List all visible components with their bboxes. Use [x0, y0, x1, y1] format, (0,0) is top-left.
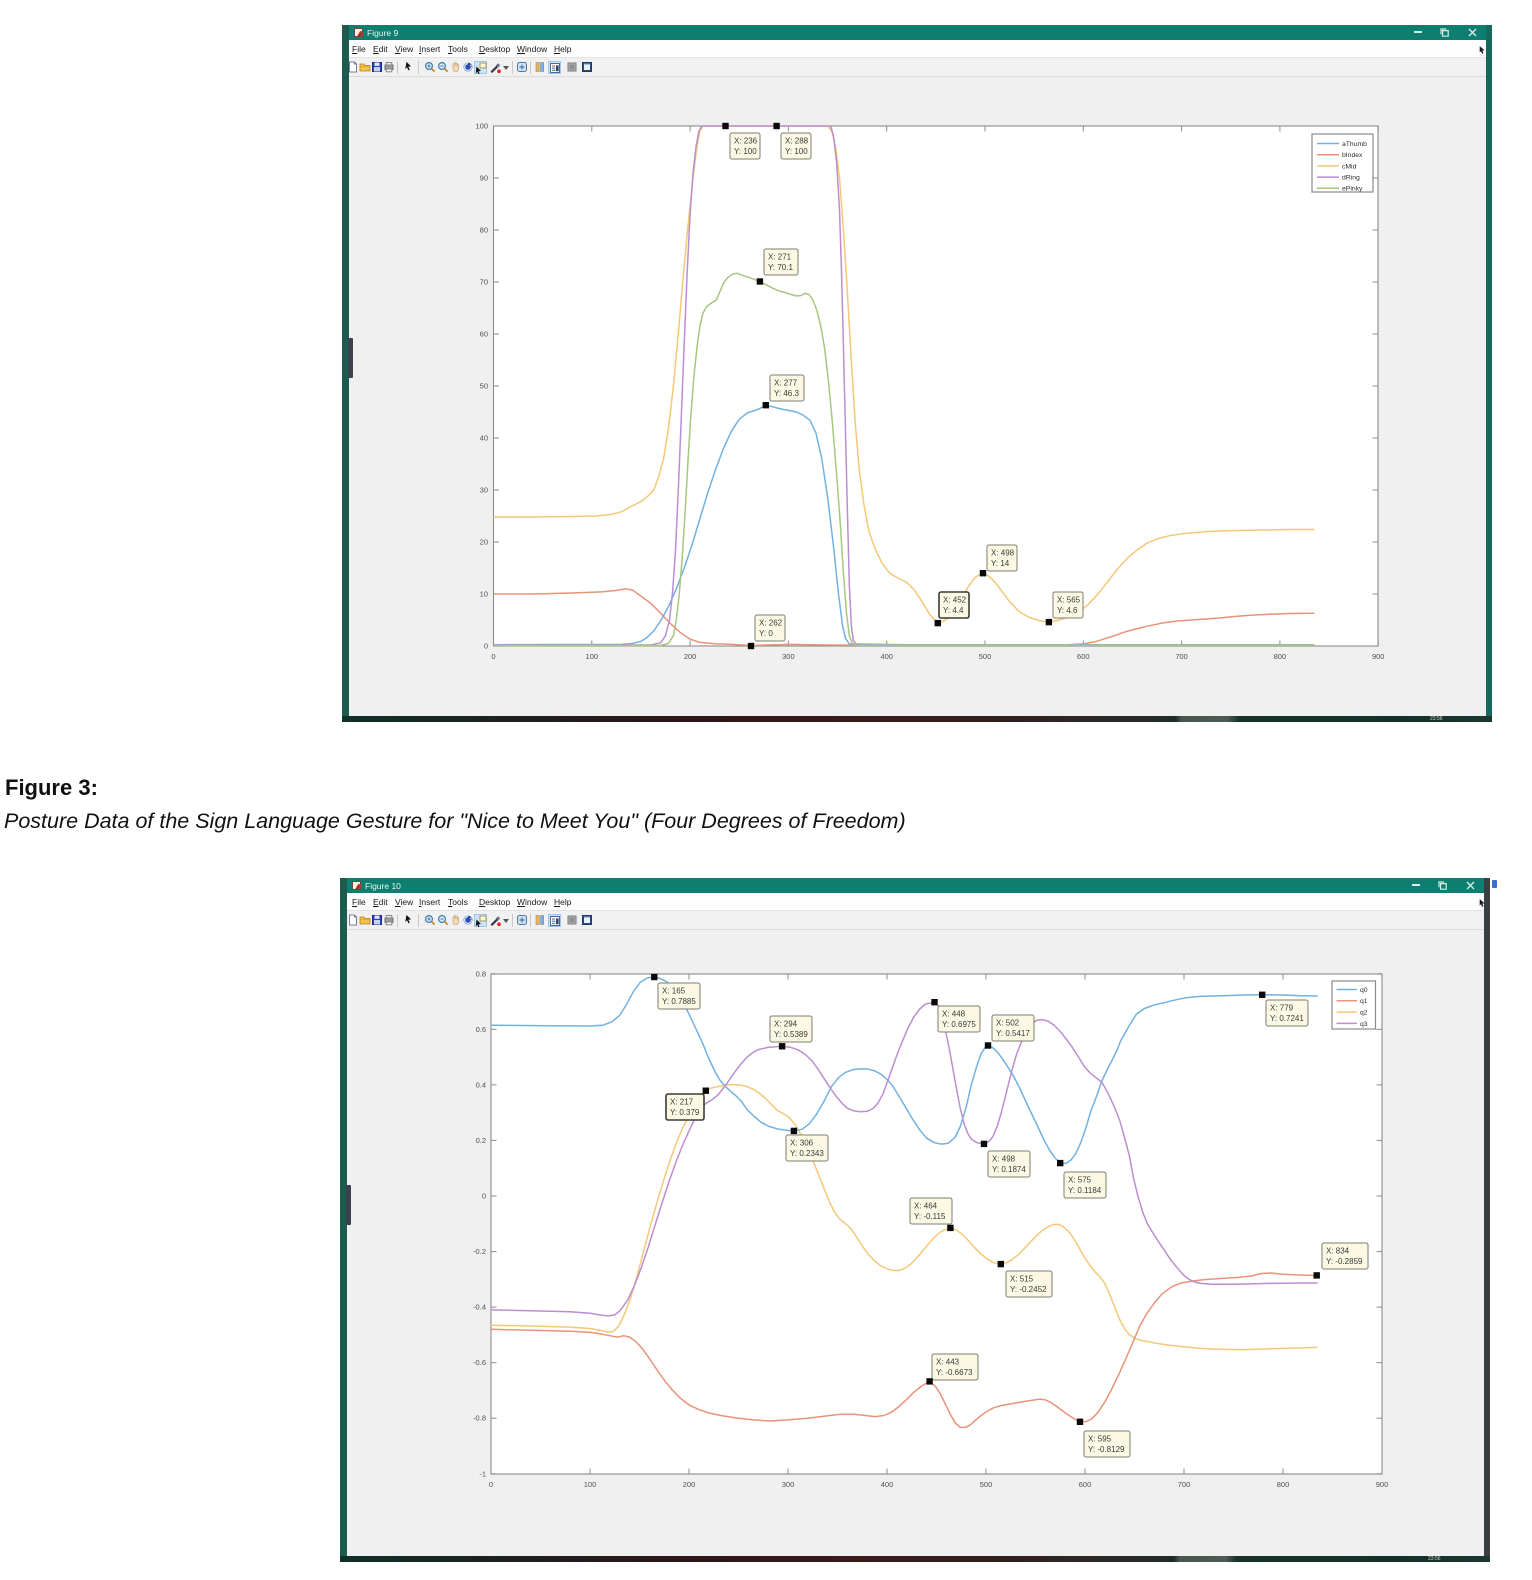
- svg-text:q1: q1: [1360, 998, 1368, 1005]
- svg-text:Y: 0: Y: 0: [759, 629, 773, 638]
- svg-text:Y: 0.5417: Y: 0.5417: [996, 1029, 1030, 1038]
- svg-text:800: 800: [1274, 652, 1287, 661]
- svg-text:0.4: 0.4: [476, 1080, 486, 1089]
- svg-text:900: 900: [1372, 652, 1385, 661]
- svg-text:Y: 46.3: Y: 46.3: [774, 389, 799, 398]
- svg-text:Y: 0.6975: Y: 0.6975: [942, 1020, 976, 1029]
- svg-text:X: 448: X: 448: [942, 1010, 966, 1019]
- svg-text:Y: -0.2452: Y: -0.2452: [1010, 1285, 1047, 1294]
- svg-text:X: 236: X: 236: [734, 137, 758, 146]
- svg-text:X: 294: X: 294: [774, 1020, 798, 1029]
- svg-text:Y: 0.7885: Y: 0.7885: [662, 997, 696, 1006]
- svg-text:Y: 100: Y: 100: [734, 147, 757, 156]
- svg-text:-0.8: -0.8: [473, 1414, 486, 1423]
- svg-text:X: 565: X: 565: [1057, 596, 1081, 605]
- svg-text:-1: -1: [479, 1469, 486, 1478]
- svg-text:ePinky: ePinky: [1342, 186, 1363, 193]
- svg-text:300: 300: [782, 1480, 795, 1489]
- svg-text:aThumb: aThumb: [1342, 141, 1367, 148]
- svg-text:Y: 4.6: Y: 4.6: [1057, 606, 1078, 615]
- svg-text:X: 834: X: 834: [1326, 1247, 1350, 1256]
- svg-text:q0: q0: [1360, 987, 1368, 994]
- svg-text:X: 271: X: 271: [768, 253, 792, 262]
- svg-text:800: 800: [1277, 1480, 1290, 1489]
- svg-text:Y: 100: Y: 100: [785, 147, 808, 156]
- svg-text:0: 0: [491, 652, 495, 661]
- svg-text:q3: q3: [1360, 1021, 1368, 1028]
- svg-text:0.6: 0.6: [476, 1025, 486, 1034]
- svg-text:dRing: dRing: [1342, 175, 1360, 182]
- svg-text:0: 0: [482, 1192, 486, 1201]
- svg-text:300: 300: [782, 652, 795, 661]
- svg-text:400: 400: [881, 1480, 894, 1489]
- svg-text:X: 779: X: 779: [1270, 1004, 1294, 1013]
- svg-text:Y: -0.115: Y: -0.115: [914, 1212, 946, 1221]
- svg-text:X: 498: X: 498: [992, 1155, 1016, 1164]
- svg-text:X: 443: X: 443: [936, 1358, 960, 1367]
- svg-text:40: 40: [480, 434, 488, 443]
- svg-text:X: 498: X: 498: [991, 549, 1015, 558]
- svg-text:-0.4: -0.4: [473, 1303, 486, 1312]
- svg-text:Y: 0.379: Y: 0.379: [670, 1108, 700, 1117]
- svg-text:bIndex: bIndex: [1342, 152, 1363, 159]
- svg-text:100: 100: [475, 122, 488, 131]
- svg-text:X: 262: X: 262: [759, 619, 783, 628]
- svg-text:X: 452: X: 452: [943, 596, 967, 605]
- svg-text:600: 600: [1079, 1480, 1092, 1489]
- svg-text:10: 10: [480, 590, 488, 599]
- svg-text:200: 200: [683, 1480, 696, 1489]
- svg-text:Y: 70.1: Y: 70.1: [768, 263, 793, 272]
- svg-text:Y: 0.1184: Y: 0.1184: [1068, 1186, 1102, 1195]
- svg-text:Y: 0.7241: Y: 0.7241: [1270, 1014, 1304, 1023]
- svg-text:Y: 4.4: Y: 4.4: [943, 606, 964, 615]
- svg-text:X: 277: X: 277: [774, 379, 798, 388]
- svg-text:Y: -0.6673: Y: -0.6673: [936, 1368, 973, 1377]
- svg-text:500: 500: [980, 1480, 993, 1489]
- svg-text:Y: 14: Y: 14: [991, 559, 1010, 568]
- svg-text:0.8: 0.8: [476, 969, 486, 978]
- svg-text:30: 30: [480, 486, 488, 495]
- svg-text:-0.2: -0.2: [473, 1247, 486, 1256]
- svg-text:q2: q2: [1360, 1010, 1368, 1017]
- svg-text:-0.6: -0.6: [473, 1358, 486, 1367]
- svg-text:X: 217: X: 217: [670, 1098, 694, 1107]
- svg-text:X: 515: X: 515: [1010, 1275, 1034, 1284]
- svg-text:20: 20: [480, 538, 488, 547]
- svg-text:Y: 0.2343: Y: 0.2343: [790, 1149, 824, 1158]
- svg-text:0.2: 0.2: [476, 1136, 486, 1145]
- svg-text:Y: -0.8129: Y: -0.8129: [1088, 1445, 1125, 1454]
- svg-text:X: 306: X: 306: [790, 1139, 814, 1148]
- svg-text:600: 600: [1077, 652, 1090, 661]
- svg-text:900: 900: [1376, 1480, 1389, 1489]
- svg-text:X: 575: X: 575: [1068, 1176, 1092, 1185]
- svg-text:X: 595: X: 595: [1088, 1435, 1112, 1444]
- svg-text:100: 100: [584, 1480, 597, 1489]
- svg-text:500: 500: [979, 652, 992, 661]
- svg-text:200: 200: [684, 652, 697, 661]
- svg-text:Y: 0.5389: Y: 0.5389: [774, 1030, 808, 1039]
- svg-text:90: 90: [480, 174, 488, 183]
- svg-text:cMid: cMid: [1342, 163, 1357, 170]
- svg-text:50: 50: [480, 382, 488, 391]
- svg-text:70: 70: [480, 278, 488, 287]
- svg-text:700: 700: [1175, 652, 1188, 661]
- svg-text:Y: 0.1874: Y: 0.1874: [992, 1165, 1026, 1174]
- svg-text:80: 80: [480, 226, 488, 235]
- svg-text:Y: -0.2859: Y: -0.2859: [1326, 1257, 1363, 1266]
- svg-text:100: 100: [586, 652, 599, 661]
- svg-text:700: 700: [1178, 1480, 1191, 1489]
- svg-text:X: 464: X: 464: [914, 1202, 938, 1211]
- svg-text:X: 165: X: 165: [662, 987, 686, 996]
- svg-text:0: 0: [489, 1480, 493, 1489]
- svg-text:X: 502: X: 502: [996, 1019, 1020, 1028]
- svg-text:400: 400: [880, 652, 893, 661]
- svg-text:X: 288: X: 288: [785, 137, 809, 146]
- svg-text:0: 0: [484, 642, 488, 651]
- svg-text:60: 60: [480, 330, 488, 339]
